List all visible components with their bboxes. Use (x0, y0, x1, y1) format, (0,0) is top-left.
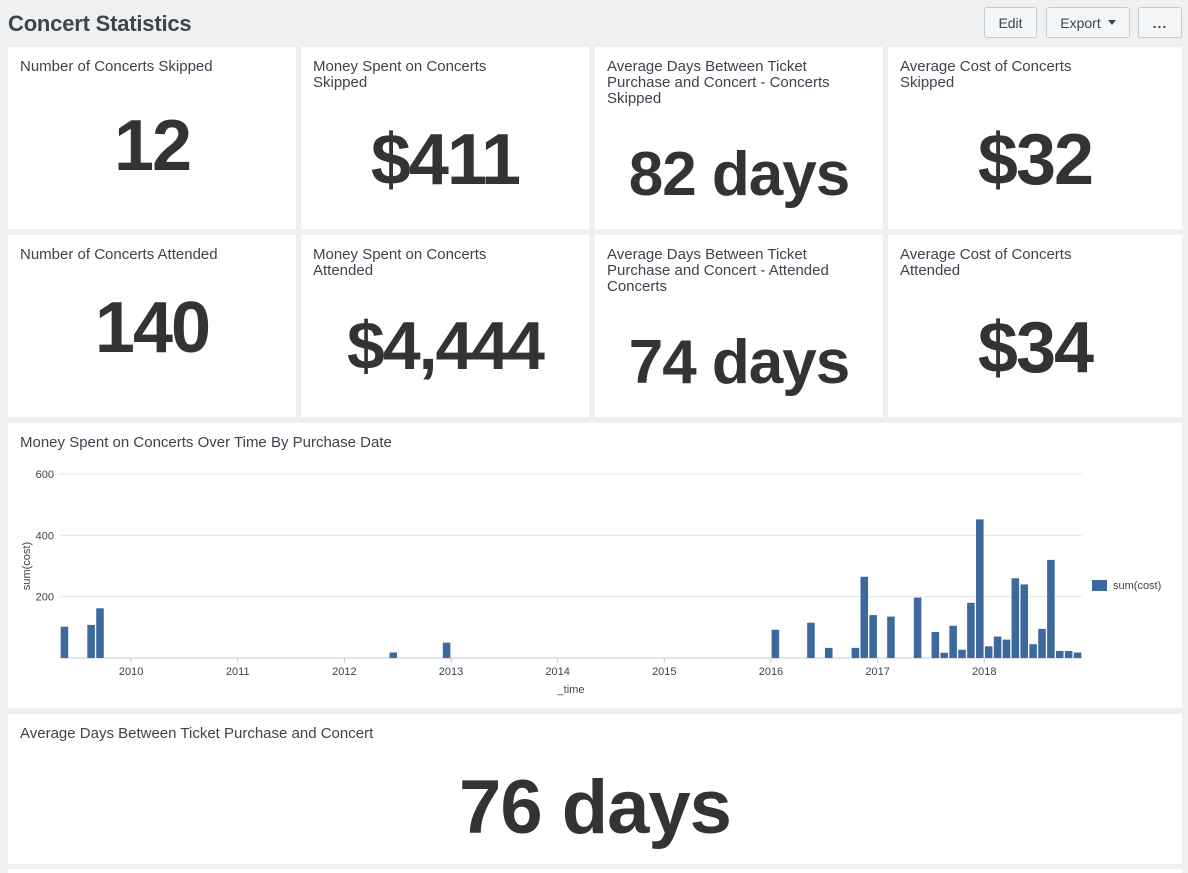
panel-title: Money Spent on Concerts Skipped (313, 58, 487, 91)
panel-days-skipped: Average Days Between Ticket Purchase and… (595, 47, 883, 229)
bar (976, 519, 984, 658)
bar (869, 615, 877, 658)
bar (1038, 628, 1046, 658)
single-value: $32 (977, 120, 1094, 200)
bar (931, 631, 940, 658)
bar (1002, 639, 1011, 658)
bar (1029, 644, 1037, 658)
panel-days-attended: Average Days Between Ticket Purchase and… (595, 235, 883, 417)
x-tick-label: 2015 (652, 666, 676, 678)
panel-concerts-skipped: Number of Concerts Skipped 12 (8, 47, 296, 229)
panel-next-partial (8, 869, 1182, 873)
edit-button-label: Edit (998, 14, 1023, 31)
bar (993, 636, 1002, 658)
bar (1047, 559, 1055, 658)
bar (807, 622, 815, 658)
bar (940, 652, 949, 658)
panel-title: Average Cost of Concerts Attended (900, 246, 1072, 279)
panel-title: Money Spent on Concerts Over Time By Pur… (20, 434, 392, 451)
panel-title: Average Days Between Ticket Purchase and… (607, 58, 830, 107)
single-value: 74 days (628, 328, 851, 397)
single-value: 140 (94, 288, 211, 368)
legend-swatch (1092, 580, 1107, 591)
panel-money-skipped: Money Spent on Concerts Skipped $411 (301, 47, 589, 229)
bar (1073, 652, 1082, 658)
x-axis-label: _time (557, 684, 585, 696)
bar (1020, 584, 1029, 658)
panel-title: Number of Concerts Skipped (20, 58, 213, 75)
bar (967, 602, 975, 658)
bar (824, 647, 833, 658)
panel-avg-days-overall: Average Days Between Ticket Purchase and… (8, 714, 1182, 864)
dashboard-header: Concert Statistics Edit Export ... (0, 0, 1188, 46)
bar (1011, 578, 1020, 658)
bar (442, 642, 451, 658)
x-tick-label: 2017 (865, 666, 889, 678)
x-tick-label: 2012 (332, 666, 356, 678)
single-value: $34 (977, 308, 1094, 388)
panel-money-over-time: Money Spent on Concerts Over Time By Pur… (8, 423, 1182, 708)
single-value: 82 days (628, 140, 851, 209)
y-tick-label: 200 (36, 592, 54, 604)
more-options-label: ... (1152, 14, 1168, 31)
bar (984, 646, 993, 658)
single-value: 12 (113, 106, 192, 186)
y-tick-label: 600 (36, 469, 54, 481)
legend-label: sum(cost) (1113, 580, 1161, 592)
panel-concerts-attended: Number of Concerts Attended 140 (8, 235, 296, 417)
x-tick-label: 2014 (545, 666, 569, 678)
bar (60, 626, 69, 658)
edit-button[interactable]: Edit (984, 7, 1037, 38)
bar (87, 624, 95, 658)
panel-title: Average Cost of Concerts Skipped (900, 58, 1072, 91)
export-button[interactable]: Export (1046, 7, 1130, 38)
x-tick-label: 2010 (119, 666, 143, 678)
x-tick-label: 2011 (226, 666, 250, 678)
bar (887, 616, 895, 658)
bar (771, 629, 780, 658)
bar (851, 647, 860, 658)
panel-title: Money Spent on Concerts Attended (313, 246, 487, 279)
bar (958, 649, 966, 658)
panel-avg-cost-attended: Average Cost of Concerts Attended $34 (888, 235, 1182, 417)
single-value: $4,444 (347, 308, 545, 384)
panel-title: Average Days Between Ticket Purchase and… (20, 725, 374, 742)
page-title: Concert Statistics (8, 11, 192, 36)
x-tick-label: 2013 (439, 666, 463, 678)
panel-title: Number of Concerts Attended (20, 246, 218, 263)
export-button-label: Export (1060, 14, 1101, 31)
bar (1064, 650, 1073, 658)
x-tick-label: 2016 (759, 666, 783, 678)
panel-avg-cost-skipped: Average Cost of Concerts Skipped $32 (888, 47, 1182, 229)
panel-title: Average Days Between Ticket Purchase and… (607, 246, 829, 295)
bar (96, 608, 104, 658)
bar (913, 597, 922, 658)
single-value: 76 days (459, 765, 732, 850)
bar (1056, 650, 1064, 658)
x-tick-label: 2018 (972, 666, 996, 678)
money-over-time-chart[interactable]: 200 400 600 2010 2011 2012 2013 2014 2015 2016 201… (8, 423, 1182, 708)
bar (949, 625, 957, 658)
y-axis-label: sum(cost) (21, 542, 33, 590)
caret-down-icon (1107, 20, 1116, 25)
bar (860, 576, 869, 658)
y-tick-label: 400 (36, 530, 54, 542)
more-options-button[interactable]: ... (1138, 7, 1182, 38)
bar (389, 652, 398, 658)
single-value: $411 (370, 120, 521, 200)
panel-money-attended: Money Spent on Concerts Attended $4,444 (301, 235, 589, 417)
